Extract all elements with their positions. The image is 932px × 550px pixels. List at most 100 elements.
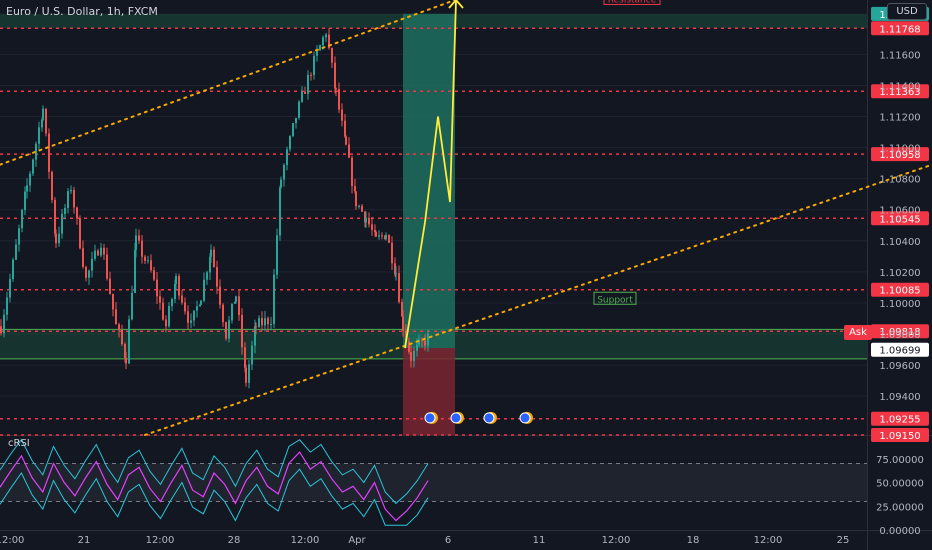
time-scale-border [0,530,932,531]
price-level-tag[interactable] [871,428,929,442]
candle-body [76,207,78,219]
price-level-label: 1.10958 [879,150,920,161]
price-level-tag[interactable] [871,324,929,339]
candle-body [313,55,315,76]
x-tick-label: 18 [687,535,700,546]
y-tick-label: 1.11000 [879,144,920,155]
candle-body [361,205,363,212]
candle-body [184,302,186,312]
candle-body [196,306,198,311]
projection-path [404,0,457,349]
candle-body [48,133,50,172]
price-scale-border [867,0,868,550]
candle-body [241,314,243,348]
candle-body [348,144,350,158]
currency-selector[interactable]: USD [887,3,927,20]
candle-body [199,304,201,307]
candle-body [408,341,410,353]
candle-body [147,260,149,262]
candle-body [388,235,390,243]
candle-body [213,249,215,268]
annotation-label: Resistance [608,0,657,5]
candle-body [254,326,256,346]
trend-channel-lower [144,163,932,436]
candle-body [135,235,137,250]
x-tick-label: 6 [445,535,451,546]
candle-body [273,274,275,325]
ask-label: Ask [844,325,872,340]
price-level-tag[interactable] [871,84,929,99]
candle-body [298,101,300,118]
oscillator-title: cRSI [8,438,30,449]
osc-y-tick-label: 75.00000 [876,455,924,466]
event-icon [483,412,495,424]
price-level-tag[interactable] [871,342,929,357]
price-level-tag[interactable] [871,147,929,162]
candle-body [280,179,282,188]
candle-body [206,272,208,280]
candle-body [245,367,247,383]
candle-body [319,45,321,51]
candle-body [331,47,333,63]
price-level-tag[interactable] [871,282,929,297]
candle-body [378,235,380,237]
x-tick-label: 12:00 [754,535,783,546]
x-tick-label: 25 [837,535,850,546]
y-tick-label: 1.09600 [879,361,920,372]
candle-body [162,302,164,320]
candle-body [261,318,263,326]
candle-body [121,329,123,344]
candle-body [304,91,306,94]
y-tick-label: 1.10400 [879,237,920,248]
candle-body [421,339,423,341]
candle-body [248,364,250,383]
x-tick-label: 12:00 [291,535,320,546]
price-level-tag[interactable] [871,411,929,426]
candle-body [264,318,266,326]
price-level-label: 1.09150 [879,431,920,442]
candle-body [178,276,180,296]
crsi-upper-band [0,438,429,505]
osc-y-tick-label: 50.00000 [876,479,924,490]
candle-body [106,254,108,279]
candle-body [35,143,37,160]
y-tick-label: 1.10000 [879,299,920,310]
event-icon [519,412,531,424]
candle-body [38,127,40,144]
candle-body [427,333,429,346]
candle-body [85,266,87,278]
candle-body [210,249,212,257]
candle-body [61,213,63,234]
candle-body [341,109,343,121]
x-tick-label: 11 [533,535,546,546]
price-level-label: 1.09255 [879,415,920,426]
price-level-label: 1.10085 [879,286,920,297]
candle-body [364,211,366,223]
candle-body [374,229,376,233]
candle-body [267,318,269,325]
candle-body [413,350,415,361]
y-tick-label: 1.10600 [879,206,920,217]
candle-body [171,299,173,307]
candle-body [292,123,294,137]
candle-body [231,303,233,321]
candle-body [70,189,72,192]
candle-body [258,318,260,328]
candle-body [235,296,237,302]
candle-body [97,250,99,256]
candle-body [109,278,111,294]
event-icon [450,412,462,424]
candle-body [238,296,240,315]
candle-body [88,270,90,278]
candle-body [24,191,26,210]
candle-body [138,235,140,241]
price-level-tag[interactable] [871,211,929,226]
candle-body [125,358,127,364]
candle-body [159,296,161,303]
price-level-tag[interactable] [871,21,929,36]
candle-body [375,232,377,237]
candle-body [6,297,8,315]
y-tick-label: 1.10800 [879,175,920,186]
candle-body [141,240,143,257]
